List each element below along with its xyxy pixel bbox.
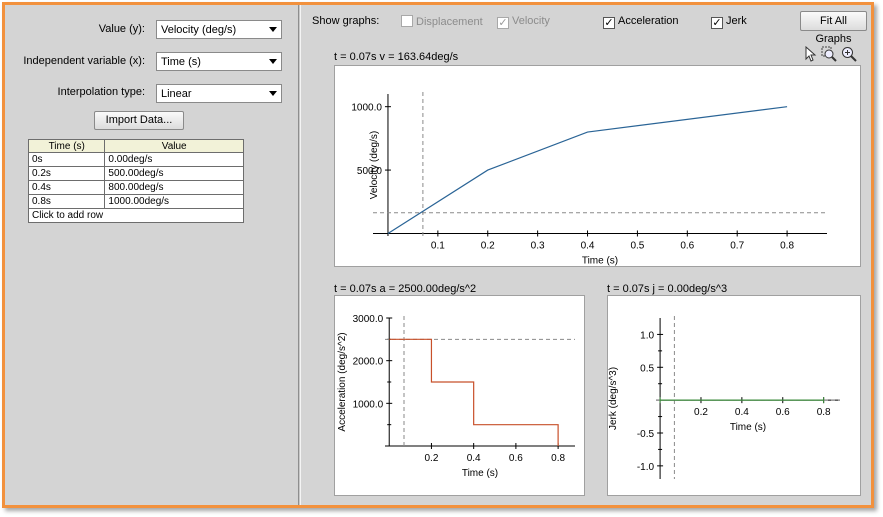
zoom-icon[interactable] xyxy=(841,46,857,62)
acceleration-chart: 0.2 0.4 0.6 0.8 1000.0 2000.0 3000.0 Time (s) Ac… xyxy=(337,314,575,479)
data-table: Time (s) Value 0s 0.00deg/s 0.2s 500.00d… xyxy=(27,139,244,223)
x-tick-label: 0.4 xyxy=(581,240,595,251)
app-window: Value (y): Velocity (deg/s) Independent … xyxy=(2,2,874,508)
table-row[interactable]: 0.8s 1000.00deg/s xyxy=(27,194,244,209)
velocity-checkbox: ✓ Velocity xyxy=(497,15,550,29)
chevron-down-icon xyxy=(269,59,277,64)
value-select-text: Velocity (deg/s) xyxy=(161,24,237,36)
y-tick-label: -0.5 xyxy=(637,429,655,440)
series-line xyxy=(387,106,788,234)
velocity-chart: 0.1 0.2 0.3 0.4 0.5 0.6 0.7 0.8 500.0 1000.0 Time … xyxy=(351,92,827,266)
velocity-plot[interactable]: 0.1 0.2 0.3 0.4 0.5 0.6 0.7 0.8 500.0 1000.0 Time … xyxy=(334,65,861,267)
y-tick-label: 500.0 xyxy=(357,166,382,177)
y-axis-label: Velocity (deg/s) xyxy=(369,131,380,199)
x-axis-label: Time (s) xyxy=(462,468,498,479)
table-cell[interactable]: 1000.00deg/s xyxy=(104,194,244,209)
table-row[interactable]: 0.4s 800.00deg/s xyxy=(27,180,244,195)
fit-all-graphs-button[interactable]: Fit All Graphs xyxy=(800,11,867,45)
chevron-down-icon xyxy=(269,27,277,32)
velocity-label: Velocity xyxy=(512,15,550,27)
jerk-cursor-readout: t = 0.07s j = 0.00deg/s^3 xyxy=(607,283,728,295)
y-tick-label: 1.0 xyxy=(640,330,654,341)
table-cell[interactable]: 500.00deg/s xyxy=(104,166,244,181)
acceleration-checkbox[interactable]: ✓ Acceleration xyxy=(603,15,679,29)
acceleration-cursor-readout: t = 0.07s a = 2500.00deg/s^2 xyxy=(334,283,477,295)
config-panel: Value (y): Velocity (deg/s) Independent … xyxy=(5,5,298,505)
indep-select-text: Time (s) xyxy=(161,56,201,68)
y-tick-label: 2000.0 xyxy=(353,357,384,368)
checkmark-icon: ✓ xyxy=(497,17,509,29)
x-axis-label: Time (s) xyxy=(730,422,766,433)
x-tick-label: 0.5 xyxy=(630,240,644,251)
x-tick-label: 0.6 xyxy=(509,453,523,464)
x-tick-label: 0.1 xyxy=(431,240,445,251)
series-line xyxy=(389,338,559,446)
indep-select[interactable]: Time (s) xyxy=(156,52,282,71)
displacement-label: Displacement xyxy=(416,16,483,28)
displacement-checkbox: Displacement xyxy=(401,15,483,28)
interp-select[interactable]: Linear xyxy=(156,84,282,103)
jerk-checkbox[interactable]: ✓ Jerk xyxy=(711,15,747,29)
table-header-row: Time (s) Value xyxy=(27,139,244,153)
value-label: Value (y): xyxy=(98,23,145,35)
jerk-chart: 0.2 0.4 0.6 0.8 1.0 0.5 -0.5 -1.0 Time (s) Jerk (… xyxy=(608,316,840,479)
splitter-handle[interactable] xyxy=(298,5,301,505)
x-tick-label: 0.8 xyxy=(817,407,831,418)
y-tick-label: 1000.0 xyxy=(351,103,382,114)
add-row-cell[interactable]: Click to add row xyxy=(28,208,244,223)
checkmark-icon: ✓ xyxy=(603,17,615,29)
table-cell[interactable]: 0s xyxy=(27,152,106,167)
x-tick-label: 0.8 xyxy=(780,240,794,251)
pointer-icon[interactable] xyxy=(802,46,818,62)
add-row[interactable]: Click to add row xyxy=(28,208,244,223)
y-tick-label: 1000.0 xyxy=(353,399,384,410)
table-cell[interactable]: 0.00deg/s xyxy=(104,152,244,167)
table-cell[interactable]: 0.8s xyxy=(27,194,106,209)
x-tick-label: 0.2 xyxy=(424,453,438,464)
x-tick-label: 0.2 xyxy=(694,407,708,418)
checkbox-box xyxy=(401,15,413,27)
jerk-plot[interactable]: 0.2 0.4 0.6 0.8 1.0 0.5 -0.5 -1.0 Time (s) Jerk (… xyxy=(607,295,861,496)
x-tick-label: 0.2 xyxy=(481,240,495,251)
velocity-cursor-readout: t = 0.07s v = 163.64deg/s xyxy=(334,51,459,63)
column-header[interactable]: Time (s) xyxy=(27,139,106,153)
x-tick-label: 0.6 xyxy=(680,240,694,251)
acceleration-plot[interactable]: 0.2 0.4 0.6 0.8 1000.0 2000.0 3000.0 Time (s) Ac… xyxy=(334,295,585,496)
table-row[interactable]: 0s 0.00deg/s xyxy=(27,152,244,167)
table-cell[interactable]: 800.00deg/s xyxy=(104,180,244,195)
x-tick-label: 0.8 xyxy=(551,453,565,464)
table-row[interactable]: 0.2s 500.00deg/s xyxy=(27,166,244,181)
import-data-button[interactable]: Import Data... xyxy=(94,111,184,130)
interp-label: Interpolation type: xyxy=(57,86,145,98)
y-axis-label: Jerk (deg/s^3) xyxy=(608,367,619,430)
y-tick-label: 3000.0 xyxy=(353,314,384,325)
column-header[interactable]: Value xyxy=(104,139,244,153)
chevron-down-icon xyxy=(269,91,277,96)
checkmark-icon: ✓ xyxy=(711,17,723,29)
indep-label: Independent variable (x): xyxy=(23,55,145,67)
table-cell[interactable]: 0.4s xyxy=(27,180,106,195)
x-tick-label: 0.4 xyxy=(735,407,749,418)
graphs-panel: Show graphs: Displacement ✓ Velocity ✓ Acc… xyxy=(301,5,871,505)
x-tick-label: 0.3 xyxy=(531,240,545,251)
x-tick-label: 0.4 xyxy=(467,453,481,464)
acceleration-label: Acceleration xyxy=(618,15,679,27)
table-cell[interactable]: 0.2s xyxy=(27,166,106,181)
x-tick-label: 0.6 xyxy=(776,407,790,418)
interp-select-text: Linear xyxy=(161,88,192,100)
x-axis-label: Time (s) xyxy=(582,255,618,266)
show-graphs-label: Show graphs: xyxy=(312,15,380,27)
x-tick-label: 0.7 xyxy=(730,240,744,251)
y-tick-label: 0.5 xyxy=(640,363,654,374)
jerk-label: Jerk xyxy=(726,15,747,27)
zoom-box-icon[interactable] xyxy=(821,46,837,62)
value-select[interactable]: Velocity (deg/s) xyxy=(156,20,282,39)
y-tick-label: -1.0 xyxy=(637,462,655,473)
y-axis-label: Acceleration (deg/s^2) xyxy=(337,332,348,431)
